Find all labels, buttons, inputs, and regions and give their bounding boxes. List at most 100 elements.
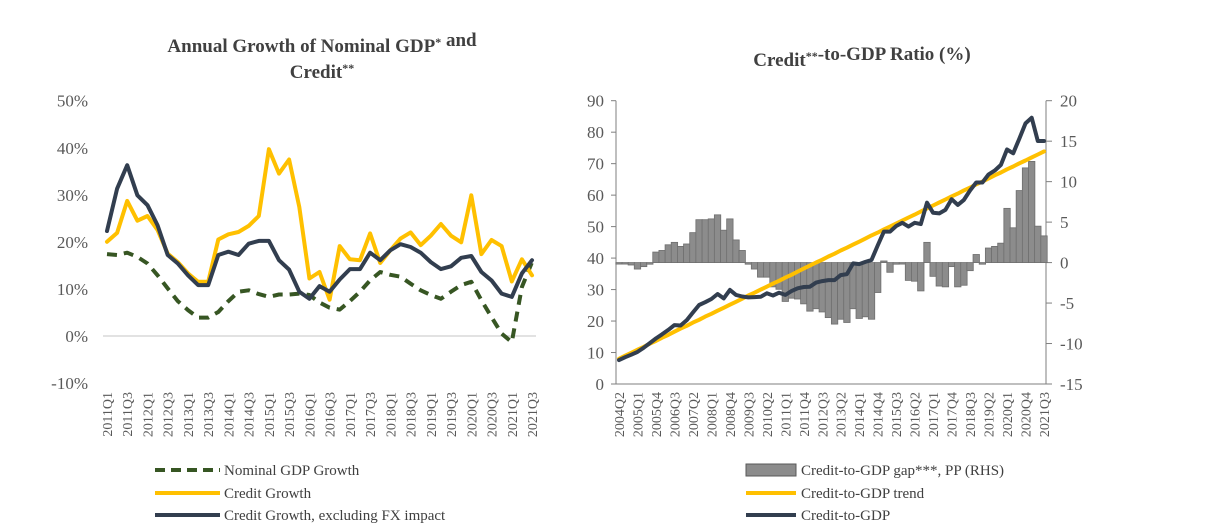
y-tick-label: 0: [596, 375, 605, 394]
x-tick-label: 2004Q2: [613, 392, 628, 437]
x-tick-label: 2010Q2: [761, 392, 776, 437]
y2-tick-label: -5: [1060, 294, 1074, 313]
legend-label: Credit Growth: [224, 486, 312, 502]
gap-bar: [880, 260, 888, 263]
x-tick-label: 2014Q1: [222, 392, 237, 437]
gap-bar: [757, 262, 765, 278]
gap-bar: [750, 262, 759, 270]
y2-tick-label: 0: [1060, 254, 1069, 273]
gap-bar: [713, 214, 722, 263]
x-tick-label: 2014Q4: [872, 392, 887, 437]
gap-bar: [1040, 235, 1048, 263]
series-line-nominal-gdp-growth: [106, 250, 534, 345]
x-tick-label: 2011Q3: [121, 392, 136, 437]
y2-tick-label: -10: [1060, 335, 1083, 354]
gap-bar: [960, 262, 968, 286]
x-tick-label: 2012Q3: [816, 392, 831, 437]
gap-bar: [929, 262, 937, 277]
y-tick-label: 0%: [65, 327, 88, 346]
gap-bar: [689, 232, 697, 263]
gap-bar: [664, 244, 672, 263]
x-tick-label: 2015Q1: [263, 392, 278, 437]
gap-bar: [1028, 161, 1036, 263]
x-tick-label: 2018Q3: [405, 392, 420, 437]
legend-swatch: [745, 463, 797, 477]
gap-bar: [658, 250, 666, 263]
x-tick-label: 2016Q2: [909, 392, 924, 437]
legend-label: Credit-to-GDP gap***, PP (RHS): [801, 463, 1004, 479]
gap-bar: [707, 218, 715, 263]
x-tick-label: 2009Q3: [742, 392, 757, 437]
y-tick-label: 50%: [57, 92, 88, 111]
x-tick-label: 2011Q4: [798, 392, 813, 437]
y-tick-label: 30: [587, 281, 604, 300]
gap-bar: [738, 250, 746, 263]
gap-bar: [676, 245, 685, 263]
gap-bar: [978, 262, 987, 265]
y-tick-label: 10%: [57, 280, 88, 299]
gap-bar: [991, 245, 999, 263]
gap-bar: [732, 239, 740, 263]
series-line-credit-growth: [105, 147, 534, 302]
legend-label: Credit-to-GDP: [801, 508, 890, 524]
y-tick-label: 40: [587, 249, 604, 268]
x-tick-label: 2021Q3: [1038, 392, 1053, 437]
x-tick-label: 2014Q3: [243, 392, 258, 437]
x-tick-label: 2015Q3: [890, 392, 905, 437]
y-tick-label: 90: [587, 92, 604, 111]
x-tick-label: 2011Q1: [101, 392, 116, 437]
gap-bar: [861, 262, 869, 318]
gap-bar: [941, 262, 950, 288]
gap-bar: [948, 262, 956, 268]
gap-bar: [1034, 225, 1042, 263]
gap-bar: [1003, 207, 1011, 263]
gap-bar: [683, 243, 691, 263]
gap-bar: [652, 251, 660, 263]
x-tick-label: 2017Q3: [364, 392, 379, 437]
gap-bar: [763, 262, 771, 278]
gap-bar: [615, 262, 623, 265]
x-tick-label: 2008Q4: [724, 392, 739, 437]
gap-bar: [892, 262, 900, 265]
legend-label: Nominal GDP Growth: [224, 463, 360, 479]
gap-bar: [966, 262, 974, 272]
x-tick-label: 2005Q4: [650, 392, 665, 437]
gap-bar: [997, 242, 1005, 263]
gap-bar: [627, 262, 635, 266]
gap-bar: [898, 262, 906, 265]
gap-bar: [744, 262, 752, 265]
gap-bar: [904, 262, 913, 281]
gap-bar: [830, 262, 839, 325]
left-chart-title-line1: Annual Growth of Nominal GDP* and: [167, 30, 477, 57]
legend-label: Credit Growth, excluding FX impact: [224, 508, 446, 524]
x-tick-label: 2021Q1: [506, 392, 521, 437]
x-tick-label: 2017Q1: [927, 392, 942, 437]
legend-label: Credit-to-GDP trend: [801, 486, 925, 502]
x-tick-label: 2021Q3: [526, 392, 541, 437]
gap-bar: [1015, 190, 1023, 263]
x-tick-label: 2019Q2: [983, 392, 998, 437]
gap-bar: [818, 262, 826, 313]
gap-bar: [633, 262, 642, 270]
x-tick-label: 2011Q1: [779, 392, 794, 437]
gap-bar: [646, 262, 654, 265]
gap-bar: [640, 262, 648, 268]
y-tick-label: -10%: [51, 374, 88, 393]
x-tick-label: 2019Q1: [425, 392, 440, 437]
gap-bar: [954, 262, 962, 288]
x-tick-label: 2015Q3: [283, 392, 298, 437]
series-line-credit-to-gdp: [617, 115, 1046, 363]
y2-tick-label: 20: [1060, 92, 1077, 111]
x-tick-label: 2007Q2: [687, 392, 702, 437]
gap-bar: [855, 262, 863, 319]
x-tick-label: 2013Q3: [202, 392, 217, 437]
y2-tick-label: 15: [1060, 132, 1077, 151]
x-tick-label: 2018Q1: [384, 392, 399, 437]
series-line-credit-growth-excluding-fx-impact: [105, 163, 534, 301]
x-tick-label: 2013Q2: [835, 392, 850, 437]
x-tick-label: 2020Q3: [486, 392, 501, 437]
gap-bar: [1021, 167, 1030, 263]
x-tick-label: 2020Q1: [465, 392, 480, 437]
gap-bar: [670, 241, 679, 263]
gap-bar: [972, 254, 980, 263]
